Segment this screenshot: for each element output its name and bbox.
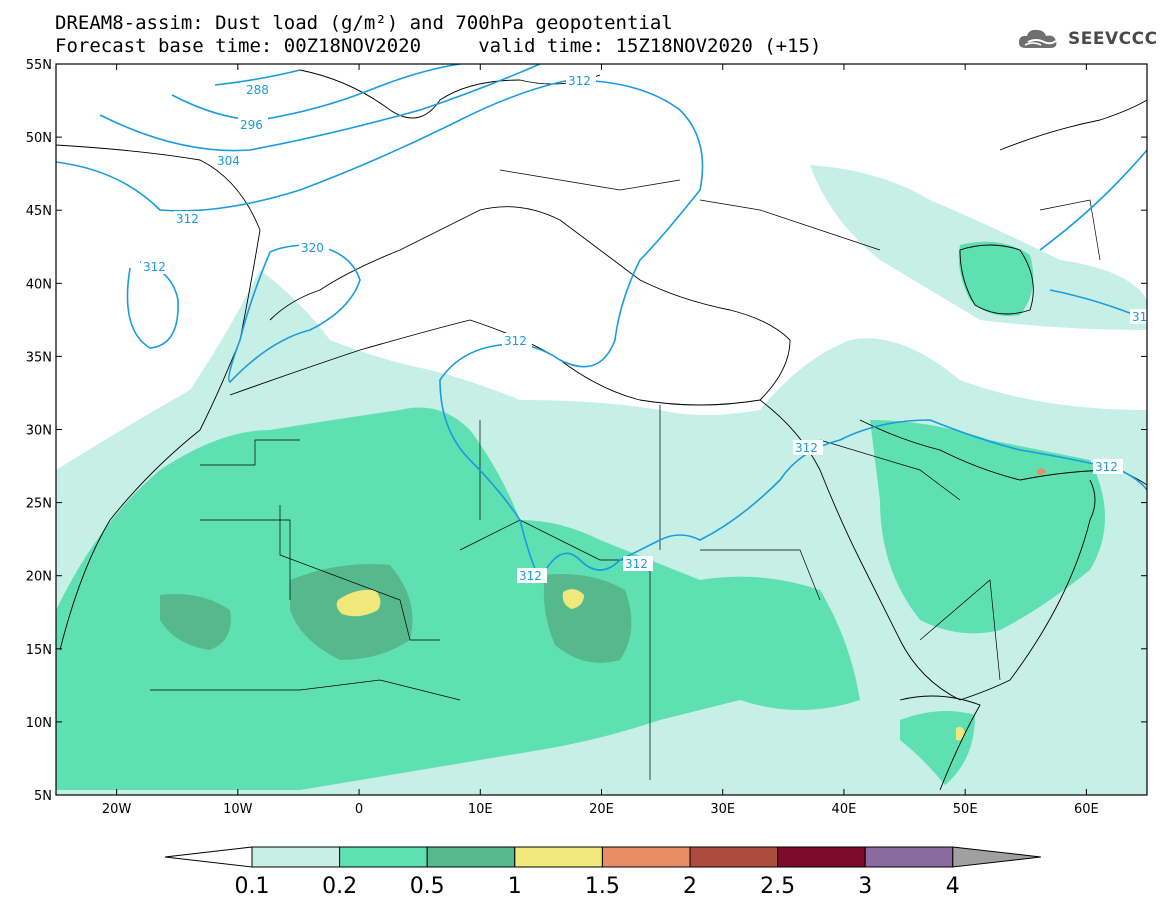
lat-tick-label: 15N [26,643,52,658]
dust-band-1-east [562,589,584,609]
colorbar-segment [777,846,866,868]
lat-tick-label: 30N [26,424,52,439]
colorbar-label: 2 [683,874,697,899]
colorbar-segment [689,846,779,868]
contour-label: 312 [519,569,542,583]
lon-tick-label: 10E [468,802,493,817]
colorbar-segment [514,846,603,868]
lat-tick-label: 50N [26,131,52,146]
contour-label: 312 [1095,460,1118,474]
lon-tick-label: 20W [102,802,132,817]
contour-label: 31 [1132,310,1147,324]
contour-label: 304 [217,154,240,168]
colorbar-label: 3 [858,874,872,899]
contour-label: 312 [568,74,591,88]
lat-tick-label: 25N [26,497,52,512]
colorbar-label: 4 [946,874,960,899]
contour-label: 312 [625,557,648,571]
colorbar-label: 1 [508,874,522,899]
dust-band-0.2 [56,407,860,790]
cloud-icon [1018,29,1057,48]
contour-label: 312 [504,334,527,348]
colorbar-label: 1.5 [585,874,620,899]
contour-label: 312 [176,212,199,226]
lon-tick-label: 30E [710,802,735,817]
forecast-times: Forecast base time: 00Z18NOV2020 valid t… [55,35,822,57]
map-title: DREAM8-assim: Dust load (g/m²) and 700hP… [55,12,673,34]
colorbar-segment [339,846,428,868]
lon-tick-label: 60E [1074,802,1099,817]
dust-band-1.5-gulf [1037,468,1046,475]
contour-labels: 288 296 304 312 320 312 312 312 312 312 … [141,73,1147,583]
contour-label: 312 [143,260,166,274]
colorbar: 0.1 0.2 0.5 1 1.5 2 2.5 3 4 [164,846,1041,899]
lat-tick-label: 40N [26,277,52,292]
lon-tick-label: 0 [355,802,363,817]
lat-tick-label: 10N [26,716,52,731]
lon-tick-label: 10W [223,802,253,817]
colorbar-high-triangle [952,846,1041,868]
dust-band-1 [336,589,381,617]
dust-field: 288 296 304 312 320 312 312 312 312 312 … [56,64,1147,795]
colorbar-segment [601,846,691,868]
colorbar-label: 0.1 [235,874,270,899]
contour-label: 312 [795,441,818,455]
dust-band-0.2-caspian [958,241,1034,316]
logo-text: SEEVCCC [1068,29,1158,49]
colorbar-label: 0.5 [410,874,445,899]
lat-tick-label: 5N [34,789,52,804]
lon-tick-label: 50E [953,802,978,817]
colorbar-segment [426,846,516,868]
colorbar-low-triangle [164,846,253,868]
colorbar-segment [251,846,341,868]
lon-tick-label: 40E [832,802,857,817]
dust-band-0.2-arabia [870,420,1105,634]
colorbar-segment [864,846,954,868]
seevccc-logo: SEEVCCC [1018,28,1158,50]
lat-tick-label: 45N [26,204,52,219]
lon-tick-label: 20E [589,802,614,817]
latitude-axis: 55N 50N 45N 40N 35N 30N 25N 20N 15N 10N 5N [26,58,1147,804]
contour-label: 288 [246,83,269,97]
geopotential-contours [56,64,1147,582]
contour-label: 320 [301,241,324,255]
contour-label: 296 [240,118,263,132]
lat-tick-label: 20N [26,570,52,585]
dust-band-0.5-west [160,594,231,650]
longitude-axis: 20W 10W 0 10E 20E 30E 40E 50E 60E [102,64,1099,817]
colorbar-label: 2.5 [760,874,795,899]
colorbar-label: 0.2 [322,874,357,899]
lat-tick-label: 35N [26,350,52,365]
country-borders [150,169,1101,780]
lat-tick-label: 55N [26,58,52,73]
